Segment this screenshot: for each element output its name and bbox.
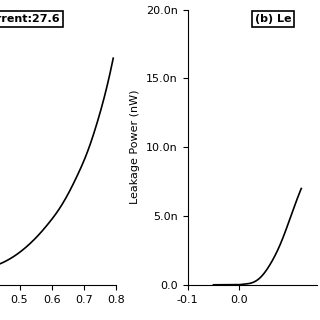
Text: urrent:27.6: urrent:27.6 — [0, 14, 60, 24]
Y-axis label: Leakage Power (nW): Leakage Power (nW) — [130, 90, 140, 204]
Text: (b) Le: (b) Le — [255, 14, 291, 24]
